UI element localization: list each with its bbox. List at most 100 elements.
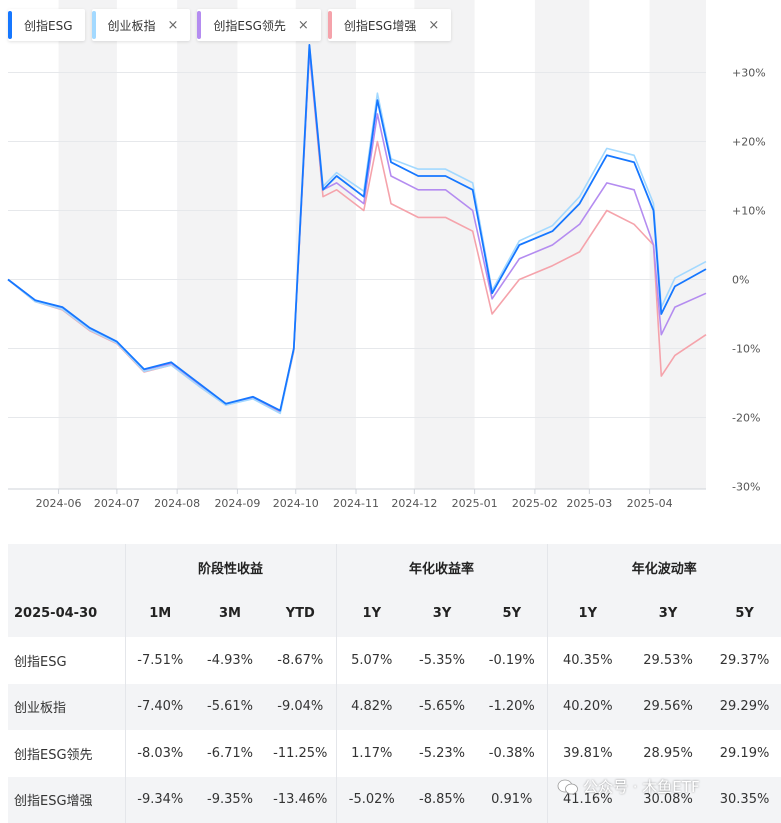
table-cell: 30.35% bbox=[708, 777, 781, 823]
table-cell: 4.82% bbox=[336, 684, 407, 731]
table-row: 创指ESG领先 -8.03% -6.71% -11.25% 1.17% -5.2… bbox=[8, 730, 781, 777]
column-header: 1M bbox=[125, 591, 195, 638]
table-cell: 29.37% bbox=[708, 637, 781, 684]
table-cell: -8.67% bbox=[265, 637, 336, 684]
month-band bbox=[414, 0, 474, 489]
legend: 创指ESG 创业板指 × 创指ESG领先 × 创指ESG增强 × bbox=[8, 9, 451, 41]
y-tick-label: -20% bbox=[732, 412, 760, 425]
column-header: 1Y bbox=[547, 591, 628, 638]
y-tick-label: -10% bbox=[732, 343, 760, 356]
row-name: 创指ESG bbox=[8, 637, 125, 684]
y-tick-label: +30% bbox=[732, 67, 766, 80]
column-header: 3Y bbox=[407, 591, 477, 638]
legend-item-esg-enhanced[interactable]: 创指ESG增强 × bbox=[328, 9, 451, 41]
table-cell: 1.17% bbox=[336, 730, 407, 777]
close-icon[interactable]: × bbox=[428, 18, 439, 33]
x-tick-label: 2024-07 bbox=[94, 497, 140, 510]
legend-item-chinext[interactable]: 创业板指 × bbox=[92, 9, 191, 41]
table-cell: -4.93% bbox=[195, 637, 265, 684]
table-date: 2025-04-30 bbox=[8, 591, 125, 638]
table-cell: -5.23% bbox=[407, 730, 477, 777]
month-bands bbox=[59, 0, 706, 489]
group-header-annual-return: 年化收益率 bbox=[336, 544, 547, 591]
table-cell: -13.46% bbox=[265, 777, 336, 823]
table-cell: 28.95% bbox=[628, 730, 708, 777]
legend-swatch bbox=[8, 11, 12, 39]
month-band bbox=[296, 0, 356, 489]
table-row: 创业板指 -7.40% -5.61% -9.04% 4.82% -5.65% -… bbox=[8, 684, 781, 731]
table-cell: -0.38% bbox=[477, 730, 547, 777]
table-cell: 29.53% bbox=[628, 637, 708, 684]
chart: 2024-06 2024-07 2024-08 2024-09 2024-10 2024-… bbox=[0, 0, 781, 520]
table-cell: -9.04% bbox=[265, 684, 336, 731]
table-cell: -6.71% bbox=[195, 730, 265, 777]
table-cell: 40.35% bbox=[547, 637, 628, 684]
legend-swatch bbox=[197, 11, 201, 39]
group-header-annual-volatility: 年化波动率 bbox=[547, 544, 781, 591]
legend-label: 创业板指 bbox=[108, 17, 156, 34]
y-ticks: +30% +20% +10% 0% -10% -20% -30% bbox=[732, 67, 766, 494]
x-tick-label: 2024-11 bbox=[333, 497, 379, 510]
table-cell: 39.81% bbox=[547, 730, 628, 777]
table-cell: -5.02% bbox=[336, 777, 407, 823]
x-tick-label: 2024-08 bbox=[154, 497, 200, 510]
row-name: 创业板指 bbox=[8, 684, 125, 731]
table-cell: 5.07% bbox=[336, 637, 407, 684]
month-band bbox=[535, 0, 589, 489]
table-cell: -5.35% bbox=[407, 637, 477, 684]
x-tick-label: 2025-02 bbox=[512, 497, 558, 510]
table-cell: -7.40% bbox=[125, 684, 195, 731]
legend-label: 创指ESG增强 bbox=[344, 17, 417, 34]
y-tick-label: +10% bbox=[732, 205, 766, 218]
x-tick-label: 2025-04 bbox=[627, 497, 673, 510]
legend-label: 创指ESG领先 bbox=[213, 17, 286, 34]
table-cell: 29.19% bbox=[708, 730, 781, 777]
month-band bbox=[177, 0, 237, 489]
table-cell: -8.85% bbox=[407, 777, 477, 823]
table-cell: -5.61% bbox=[195, 684, 265, 731]
table-cell: 0.91% bbox=[477, 777, 547, 823]
row-name: 创指ESG增强 bbox=[8, 777, 125, 823]
watermark: 公众号 · 木鱼ETF bbox=[557, 776, 700, 797]
table-cell: 29.29% bbox=[708, 684, 781, 731]
x-tick-label: 2025-01 bbox=[452, 497, 498, 510]
group-header-period-return: 阶段性收益 bbox=[125, 544, 336, 591]
column-header: 3Y bbox=[628, 591, 708, 638]
x-ticks: 2024-06 2024-07 2024-08 2024-09 2024-10 2024-… bbox=[36, 489, 673, 510]
table-cell: 29.56% bbox=[628, 684, 708, 731]
watermark-text: 公众号 · 木鱼ETF bbox=[583, 776, 700, 797]
table-cell: -0.19% bbox=[477, 637, 547, 684]
legend-swatch bbox=[92, 11, 96, 39]
table-cell: -11.25% bbox=[265, 730, 336, 777]
column-header: 3M bbox=[195, 591, 265, 638]
x-tick-label: 2024-10 bbox=[273, 497, 319, 510]
x-tick-label: 2024-09 bbox=[214, 497, 260, 510]
y-tick-label: -30% bbox=[732, 481, 760, 494]
x-tick-label: 2024-06 bbox=[36, 497, 82, 510]
close-icon[interactable]: × bbox=[168, 18, 179, 33]
table-cell: -7.51% bbox=[125, 637, 195, 684]
table-corner bbox=[8, 544, 125, 591]
table-cell: -9.35% bbox=[195, 777, 265, 823]
table-cell: -1.20% bbox=[477, 684, 547, 731]
month-band bbox=[650, 0, 706, 489]
column-header: 5Y bbox=[708, 591, 781, 638]
legend-item-esg[interactable]: 创指ESG bbox=[8, 9, 85, 41]
column-header: YTD bbox=[265, 591, 336, 638]
table-cell: 40.20% bbox=[547, 684, 628, 731]
row-name: 创指ESG领先 bbox=[8, 730, 125, 777]
table-row: 创指ESG -7.51% -4.93% -8.67% 5.07% -5.35% … bbox=[8, 637, 781, 684]
x-tick-label: 2025-03 bbox=[566, 497, 612, 510]
month-band bbox=[59, 0, 117, 489]
column-header: 5Y bbox=[477, 591, 547, 638]
y-tick-label: 0% bbox=[732, 274, 749, 287]
legend-label: 创指ESG bbox=[24, 17, 73, 34]
close-icon[interactable]: × bbox=[298, 18, 309, 33]
table-cell: -9.34% bbox=[125, 777, 195, 823]
legend-swatch bbox=[328, 11, 332, 39]
x-tick-label: 2024-12 bbox=[391, 497, 437, 510]
legend-item-esg-leading[interactable]: 创指ESG领先 × bbox=[197, 9, 320, 41]
column-header: 1Y bbox=[336, 591, 407, 638]
y-tick-label: +20% bbox=[732, 136, 766, 149]
table-cell: -8.03% bbox=[125, 730, 195, 777]
